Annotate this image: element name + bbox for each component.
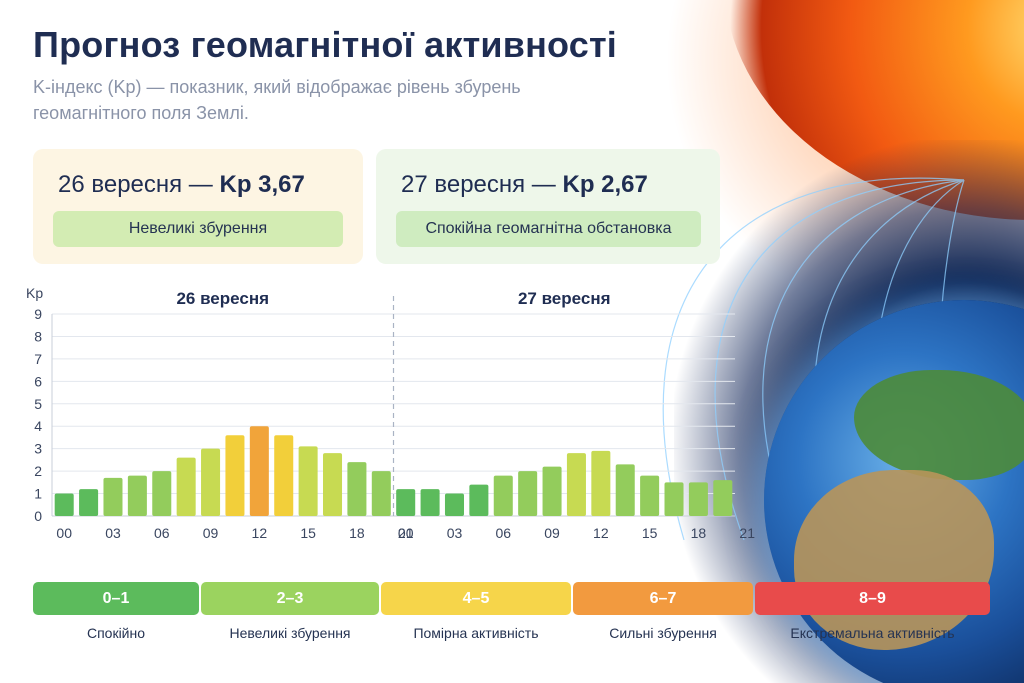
- card-kp-value: Kp 2,67: [562, 171, 648, 198]
- scale-label: Сильні збурення: [609, 625, 717, 641]
- card-kp-value: Kp 3,67: [219, 171, 305, 198]
- x-tick-label: 21: [739, 525, 755, 541]
- y-tick-label: 7: [34, 351, 42, 367]
- x-tick-label: 18: [691, 525, 707, 541]
- card-dash: —: [525, 171, 563, 198]
- kp-bar: [542, 466, 562, 516]
- x-tick-label: 12: [593, 525, 609, 541]
- y-tick-label: 1: [34, 486, 42, 502]
- kp-bar: [469, 484, 489, 516]
- x-tick-label: 09: [544, 525, 560, 541]
- kp-bar: [347, 462, 367, 516]
- x-tick-label: 21: [398, 525, 414, 541]
- y-tick-label: 8: [34, 328, 42, 344]
- y-axis-label: Kp: [26, 285, 43, 301]
- scale-segment: 6–7: [573, 582, 753, 615]
- kp-bar: [127, 475, 147, 516]
- x-tick-label: 15: [642, 525, 658, 541]
- x-tick-label: 15: [300, 525, 316, 541]
- card-status-badge: Невеликі збурення: [53, 211, 343, 247]
- kp-bar: [566, 453, 586, 516]
- kp-bar: [298, 446, 318, 516]
- kp-bar: [274, 435, 294, 516]
- kp-bar: [640, 475, 660, 516]
- kp-bar: [79, 489, 99, 516]
- kp-bar: [54, 493, 74, 516]
- kp-bar: [713, 480, 733, 516]
- x-tick-label: 00: [56, 525, 72, 541]
- y-tick-label: 6: [34, 373, 42, 389]
- card-status-badge: Спокійна геомагнітна обстановка: [396, 211, 701, 247]
- card-heading: 27 вересня — Kp 2,67: [401, 171, 648, 199]
- page-title: Прогноз геомагнітної активності: [33, 24, 617, 65]
- kp-bar: [176, 457, 196, 516]
- kp-bar: [225, 435, 245, 516]
- kp-bar: [371, 471, 391, 516]
- y-tick-label: 9: [34, 306, 42, 322]
- scale-segment: 4–5: [381, 582, 571, 615]
- y-tick-label: 5: [34, 396, 42, 412]
- card-date: 27 вересня: [401, 171, 526, 198]
- y-tick-label: 4: [34, 418, 42, 434]
- kp-bar: [591, 450, 611, 516]
- scale-label: Невеликі збурення: [229, 625, 351, 641]
- panel-title: 26 вересня: [176, 289, 269, 308]
- scale-segment: 8–9: [755, 582, 990, 615]
- kp-bar: [396, 489, 416, 516]
- kp-bar: [493, 475, 513, 516]
- land-africa: [794, 470, 994, 650]
- y-tick-label: 3: [34, 441, 42, 457]
- earth-globe: [764, 300, 1024, 683]
- kp-bar: [103, 477, 123, 516]
- x-tick-label: 12: [252, 525, 268, 541]
- forecast-card-day1: 26 вересня — Kp 3,67 Невеликі збурення: [33, 149, 363, 264]
- kp-bar: [249, 426, 269, 516]
- x-tick-label: 00: [398, 525, 414, 541]
- kp-bar: [518, 471, 538, 516]
- y-tick-label: 2: [34, 463, 42, 479]
- card-date: 26 вересня: [58, 171, 183, 198]
- kp-bar: [615, 464, 635, 516]
- kp-bar: [323, 453, 343, 516]
- kp-bar: [444, 493, 464, 516]
- scale-segment: 2–3: [201, 582, 379, 615]
- x-tick-label: 09: [203, 525, 219, 541]
- sun-earth-illustration: [604, 0, 1024, 683]
- kp-bar: [201, 448, 221, 516]
- card-dash: —: [182, 171, 220, 198]
- kp-bar: [420, 489, 440, 516]
- x-tick-label: 18: [349, 525, 365, 541]
- x-tick-label: 06: [154, 525, 170, 541]
- y-tick-label: 0: [34, 508, 42, 524]
- panel-title: 27 вересня: [518, 289, 611, 308]
- scale-label: Помірна активність: [413, 625, 539, 641]
- scale-label: Спокійно: [86, 625, 146, 641]
- x-tick-label: 03: [105, 525, 121, 541]
- forecast-card-day2: 27 вересня — Kp 2,67 Спокійна геомагнітн…: [376, 149, 720, 264]
- kp-bar: [688, 482, 708, 516]
- card-heading: 26 вересня — Kp 3,67: [58, 171, 305, 199]
- x-tick-label: 03: [447, 525, 463, 541]
- scale-label: Екстремальна активність: [790, 625, 955, 641]
- page-subtitle: K-індекс (Kp) — показник, який відобража…: [33, 77, 521, 123]
- kp-bar: [152, 471, 172, 516]
- x-tick-label: 06: [495, 525, 511, 541]
- scale-segment: 0–1: [33, 582, 199, 615]
- land-europe: [854, 370, 1024, 480]
- kp-bar: [664, 482, 684, 516]
